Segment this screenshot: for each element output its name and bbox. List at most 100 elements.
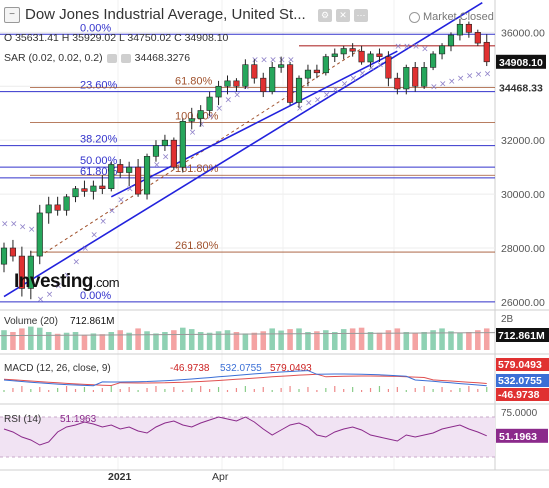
sar-dot: × [28,225,36,235]
candle-body [412,67,419,87]
sar-dot: × [260,55,268,65]
volume-bar [63,332,70,350]
sar-dot: × [403,42,411,52]
candle-body [126,166,133,173]
volume-bar [54,333,61,350]
sar-dot: × [162,152,170,162]
last-price-tag: 34908.10 [499,57,543,69]
candle-body [117,164,124,173]
sar-close-icon[interactable] [120,53,131,63]
sar-dot: × [332,85,340,95]
volume-bar [314,331,320,350]
candle-body [108,164,115,189]
candle-body [376,53,383,57]
candle-body [170,139,177,168]
collapse-button[interactable]: − [4,6,20,23]
sar-dot: × [1,220,9,230]
candle-body [483,41,490,63]
volume-bar [394,328,401,350]
logo-text: Investing [14,271,93,292]
volume-bar [171,330,177,350]
volume-bar [224,330,231,350]
more-icon[interactable]: ⋯ [354,9,368,22]
candle-body [430,53,437,68]
sar-dot: × [412,42,420,52]
volume-bar [72,332,79,350]
candle-body [331,53,338,57]
sar-dot: × [314,96,322,106]
macd-hist-value: -46.9738 [170,363,210,374]
volume-bar [430,330,436,350]
macd-tag: 579.0493 [498,359,542,371]
settings-icon[interactable]: ⚙ [318,9,332,22]
sar-dot: × [216,104,224,114]
sar-dot: × [350,74,358,84]
sar-price-tag: 34468.33 [499,83,543,95]
market-status-text: Market Closed [423,11,494,23]
volume-value: 712.861M [70,316,114,327]
volume-tag: 712.861M [498,330,545,342]
volume-bar [358,327,365,350]
sar-dot: × [466,71,474,81]
volume-bar [475,330,481,350]
candle-body [135,166,142,195]
volume-bar [126,332,132,350]
sar-dot: × [64,271,72,281]
candle-body [456,23,463,36]
candle-body [286,64,294,103]
volume-bar [278,330,284,350]
sar-dot: × [233,90,241,100]
volume-bar [117,330,123,350]
sar-settings-icon[interactable] [106,53,117,63]
volume-bar [421,332,427,350]
candle-body [99,185,106,189]
candle-body [81,188,88,192]
candle-body [403,67,410,90]
sar-dot: × [37,295,45,305]
volume-bar [36,327,43,350]
sar-dot: × [126,185,134,195]
volume-bar [180,327,186,350]
market-status: Market Closed [409,11,494,23]
rsi-tag-bg [496,428,548,443]
volume-bar [260,331,267,350]
candle-body [313,69,320,74]
price-tick-label: 32000.00 [501,135,545,147]
volume-bar [376,332,383,350]
volume-bar [251,332,258,350]
sar-dot: × [368,63,376,73]
sar-dot: × [198,120,206,130]
volume-bar [162,332,168,350]
sar-dot: × [448,77,456,87]
fib-level-label: 261.80% [175,240,219,252]
volume-bar [466,332,472,350]
candle-body [161,139,168,146]
candle-body [349,48,356,52]
candle-body [45,204,52,214]
sar-label: SAR (0.02, 0.02, 0.2) [4,52,103,64]
candle-body [340,48,347,55]
candle-body [233,80,240,87]
candle-body [295,77,303,103]
sar-dot: × [269,55,277,65]
volume-bar [331,332,338,350]
volume-bar [10,332,16,350]
candle-body [179,121,186,168]
candle-body [421,67,428,87]
macd-signal-value: 532.0755 [220,363,262,374]
macd-tag: -46.9738 [498,389,540,401]
volume-tick-label: 2B [501,314,514,325]
close-icon[interactable]: ✕ [336,9,350,22]
chart-header: − Dow Jones Industrial Average, United S… [0,0,549,34]
date-tick-label: 2021 [108,471,132,483]
candle-body [447,34,455,47]
candle-body [474,32,481,44]
candle-body [438,45,446,55]
price-tick-label: 28000.00 [501,243,545,255]
volume-bar [340,329,347,350]
sar-dot: × [287,55,295,65]
ohlc-readout: O 35631.41 H 35929.02 L 34750.02 C 34908… [4,32,229,44]
volume-bar [206,332,213,350]
macd-line-value: 579.0493 [270,363,312,374]
